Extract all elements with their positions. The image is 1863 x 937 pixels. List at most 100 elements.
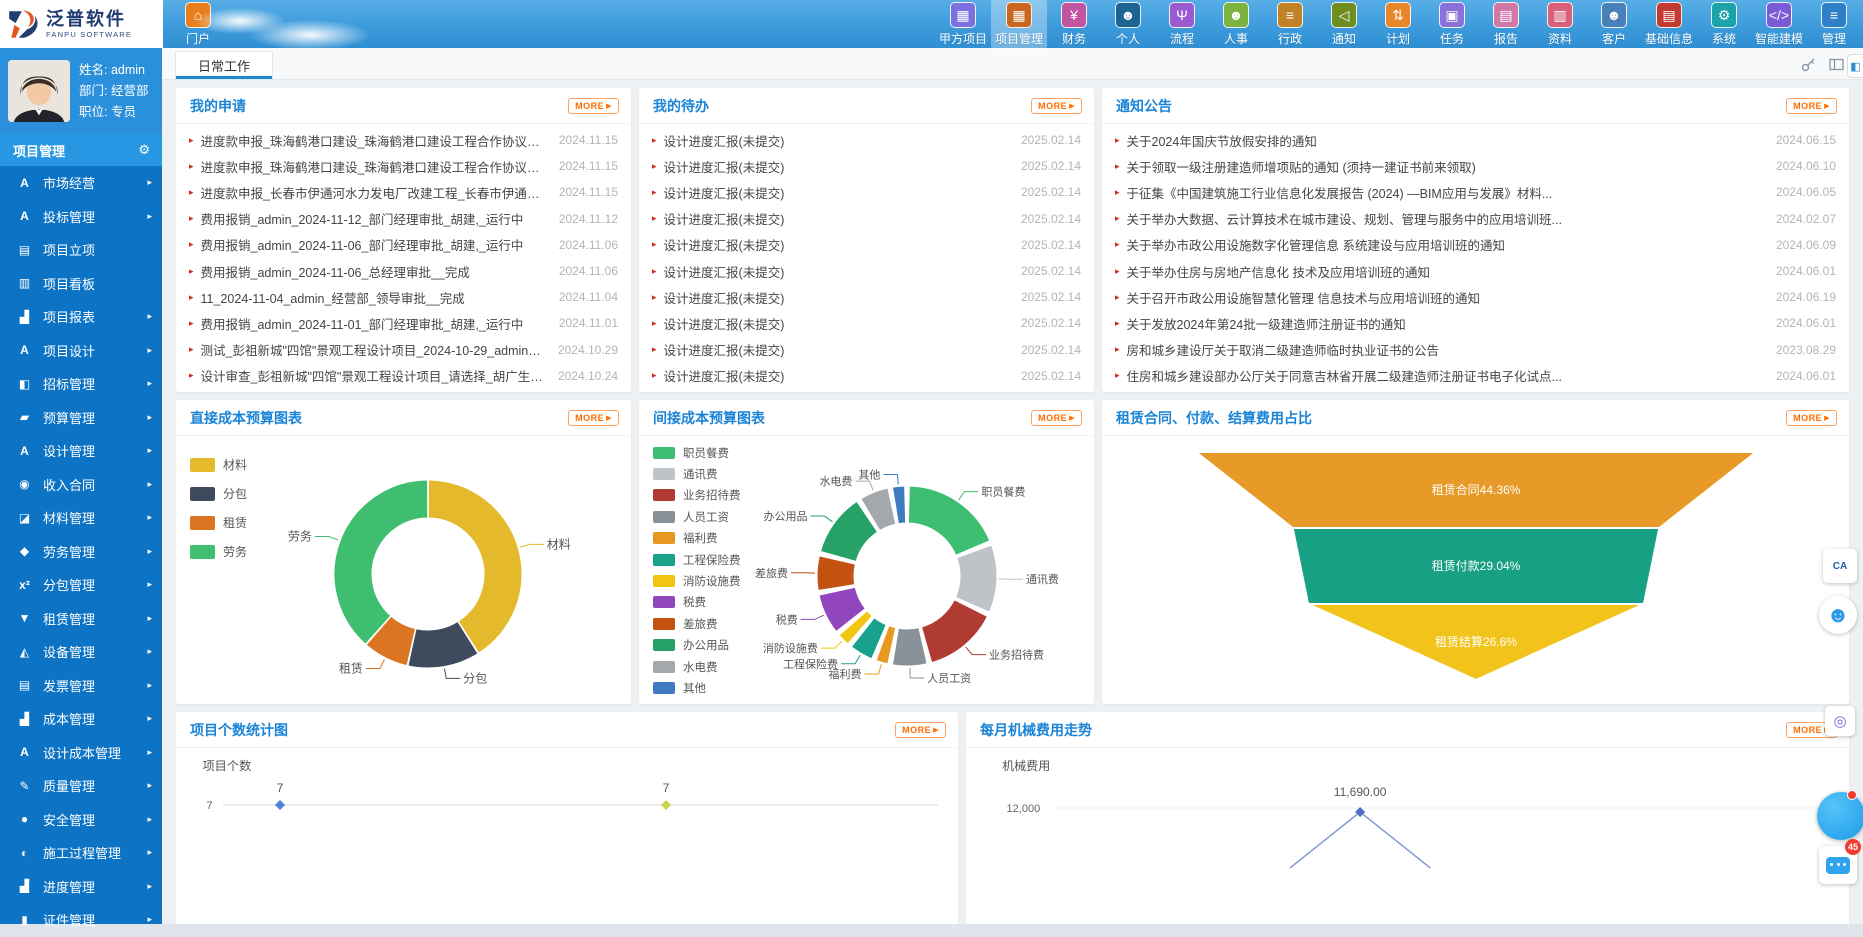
- nav-item-task[interactable]: ▣任务: [1425, 0, 1479, 49]
- legend-item-人员工资[interactable]: 人员工资: [653, 506, 741, 527]
- gear-icon[interactable]: ⚙: [138, 142, 150, 158]
- list-item[interactable]: ▸进度款申报_珠海鹤港口建设_珠海鹤港口建设工程合作协议书_admin_...2…: [176, 157, 631, 176]
- legend-item-消防设施费[interactable]: 消防设施费: [653, 570, 741, 591]
- list-item[interactable]: ▸费用报销_admin_2024-11-12_部门经理审批_胡建,_运行中202…: [176, 209, 631, 228]
- sidebar-item-进度管理[interactable]: ▟进度管理▸: [0, 870, 162, 904]
- data-point-marker[interactable]: [661, 800, 671, 810]
- nav-item-workflow[interactable]: Ψ流程: [1155, 0, 1209, 49]
- legend-item-税费[interactable]: 税费: [653, 592, 741, 613]
- list-item[interactable]: ▸进度款申报_珠海鹤港口建设_珠海鹤港口建设工程合作协议书_admin_...2…: [176, 131, 631, 150]
- donut-slice-业务招待费[interactable]: [922, 600, 988, 663]
- nav-item-modeling[interactable]: </>智能建模: [1751, 0, 1807, 49]
- sidebar-item-发票管理[interactable]: ▤发票管理▸: [0, 669, 162, 703]
- ca-certificate-widget[interactable]: CA: [1823, 549, 1857, 583]
- legend-item-福利费[interactable]: 福利费: [653, 528, 741, 549]
- list-item[interactable]: ▸设计进度汇报(未提交)2025.02.14: [639, 340, 1094, 359]
- list-item[interactable]: ▸设计审查_彭祖新城"四馆"景观工程设计项目_请选择_胡广生_2024-10-2…: [176, 366, 631, 385]
- legend-item-材料[interactable]: 材料: [190, 450, 247, 479]
- donut-slice-职员餐费[interactable]: [908, 486, 989, 555]
- sidebar-item-项目设计[interactable]: A项目设计▸: [0, 334, 162, 368]
- legend-item-差旅费[interactable]: 差旅费: [653, 613, 741, 634]
- sidebar-item-分包管理[interactable]: x²分包管理▸: [0, 568, 162, 602]
- sidebar-item-施工过程管理[interactable]: ◐施工过程管理▸: [0, 836, 162, 870]
- list-item[interactable]: ▸设计进度汇报(未提交)2025.02.14: [639, 235, 1094, 254]
- sidebar-item-劳务管理[interactable]: ◆劳务管理▸: [0, 535, 162, 569]
- list-item[interactable]: ▸设计进度汇报(未提交)2025.02.14: [639, 183, 1094, 202]
- list-item[interactable]: ▸关于2024年国庆节放假安排的通知2024.06.15: [1102, 131, 1849, 150]
- more-button[interactable]: MORE▶: [895, 722, 946, 738]
- donut-slice-通讯费[interactable]: [956, 545, 997, 612]
- more-button[interactable]: MORE▶: [568, 98, 619, 114]
- list-item[interactable]: ▸11_2024-11-04_admin_经营部_领导审批__完成2024.11…: [176, 288, 631, 307]
- legend-item-劳务[interactable]: 劳务: [190, 537, 247, 566]
- list-item[interactable]: ▸费用报销_admin_2024-11-06_部门经理审批_胡建,_运行中202…: [176, 235, 631, 254]
- list-item[interactable]: ▸设计进度汇报(未提交)2025.02.14: [639, 209, 1094, 228]
- list-item[interactable]: ▸进度款申报_长春市伊通河水力发电厂改建工程_长春市伊通河水力发电...2024…: [176, 183, 631, 202]
- more-button[interactable]: MORE▶: [1786, 410, 1837, 426]
- nav-item-plan[interactable]: ⇅计划: [1371, 0, 1425, 49]
- sidebar-item-收入合同[interactable]: ◉收入合同▸: [0, 468, 162, 502]
- legend-item-其他[interactable]: 其他: [653, 677, 741, 698]
- live-chat-button[interactable]: [1817, 792, 1863, 840]
- assistant-widget-icon[interactable]: ◎: [1825, 706, 1855, 736]
- list-item[interactable]: ▸房和城乡建设厅关于取消二级建造师临时执业证书的公告2023.08.29: [1102, 340, 1849, 359]
- legend-item-分包[interactable]: 分包: [190, 479, 247, 508]
- list-item[interactable]: ▸关于发放2024年第24批一级建造师注册证书的通知2024.06.01: [1102, 314, 1849, 333]
- sidebar-item-市场经营[interactable]: A市场经营▸: [0, 166, 162, 200]
- legend-item-办公用品[interactable]: 办公用品: [653, 635, 741, 656]
- donut-slice-差旅费[interactable]: [817, 556, 855, 591]
- list-item[interactable]: ▸关于召开市政公用设施智慧化管理 信息技术与应用培训班的通知2024.06.19: [1102, 288, 1849, 307]
- list-item[interactable]: ▸关于举办市政公用设施数字化管理信息 系统建设与应用培训班的通知2024.06.…: [1102, 235, 1849, 254]
- sidebar-item-材料管理[interactable]: ◪材料管理▸: [0, 501, 162, 535]
- list-item[interactable]: ▸设计进度汇报(未提交)2025.02.14: [639, 262, 1094, 281]
- tab-daily-work[interactable]: 日常工作: [175, 51, 273, 79]
- list-item[interactable]: ▸设计进度汇报(未提交)2025.02.14: [639, 131, 1094, 150]
- customer-service-avatar[interactable]: ☻: [1819, 596, 1857, 634]
- key-icon[interactable]: [1799, 55, 1817, 73]
- sidebar-item-租赁管理[interactable]: ▼租赁管理▸: [0, 602, 162, 636]
- donut-slice-人员工资[interactable]: [892, 628, 927, 666]
- list-item[interactable]: ▸设计进度汇报(未提交)2025.02.14: [639, 366, 1094, 385]
- list-item[interactable]: ▸费用报销_admin_2024-11-06_总经理审批__完成2024.11.…: [176, 262, 631, 281]
- nav-item-project-management[interactable]: ▦项目管理: [991, 0, 1047, 49]
- legend-item-业务招待费[interactable]: 业务招待费: [653, 485, 741, 506]
- list-item[interactable]: ▸设计进度汇报(未提交)2025.02.14: [639, 288, 1094, 307]
- legend-item-租赁[interactable]: 租赁: [190, 508, 247, 537]
- list-item[interactable]: ▸关于领取一级注册建造师增项贴的通知 (须持一建证书前来领取)2024.06.1…: [1102, 157, 1849, 176]
- nav-item-personal[interactable]: ☻个人: [1101, 0, 1155, 49]
- nav-item-administration[interactable]: ≡行政: [1263, 0, 1317, 49]
- layout-toggle-icon[interactable]: [1827, 55, 1845, 73]
- more-button[interactable]: MORE▶: [568, 410, 619, 426]
- list-item[interactable]: ▸测试_彭祖新城"四馆"景观工程设计项目_2024-10-29_admin_结束…: [176, 340, 631, 359]
- sidebar-item-项目立项[interactable]: ▤项目立项: [0, 233, 162, 267]
- sidebar-item-设计成本管理[interactable]: A设计成本管理▸: [0, 736, 162, 770]
- message-center-button[interactable]: 45: [1819, 846, 1857, 884]
- sidebar-item-投标管理[interactable]: A投标管理▸: [0, 200, 162, 234]
- sidebar-item-成本管理[interactable]: ▟成本管理▸: [0, 702, 162, 736]
- list-item[interactable]: ▸关于举办住房与房地产信息化 技术及应用培训班的通知2024.06.01: [1102, 262, 1849, 281]
- legend-item-工程保险费[interactable]: 工程保险费: [653, 549, 741, 570]
- list-item[interactable]: ▸设计进度汇报(未提交)2025.02.14: [639, 314, 1094, 333]
- nav-item-report[interactable]: ▤报告: [1479, 0, 1533, 49]
- nav-item-system[interactable]: ⚙系统: [1697, 0, 1751, 49]
- nav-item-notification[interactable]: ◁通知: [1317, 0, 1371, 49]
- sidebar-item-招标管理[interactable]: ◧招标管理▸: [0, 367, 162, 401]
- nav-item-management[interactable]: ≡管理: [1807, 0, 1861, 49]
- donut-slice-材料[interactable]: [428, 480, 522, 653]
- sidebar-item-质量管理[interactable]: ✎质量管理▸: [0, 769, 162, 803]
- list-item[interactable]: ▸费用报销_admin_2024-11-01_部门经理审批_胡建,_运行中202…: [176, 314, 631, 333]
- list-item[interactable]: ▸住房和城乡建设部办公厅关于同意吉林省开展二级建造师注册证书电子化试点...20…: [1102, 366, 1849, 385]
- donut-slice-劳务[interactable]: [334, 480, 428, 644]
- sidebar-item-项目报表[interactable]: ▟项目报表▸: [0, 300, 162, 334]
- list-item[interactable]: ▸关于举办大数据、云计算技术在城市建设、规划、管理与服务中的应用培训班...20…: [1102, 209, 1849, 228]
- sidebar-item-预算管理[interactable]: ▰预算管理▸: [0, 401, 162, 435]
- edge-panel-widget[interactable]: ◧: [1847, 54, 1863, 78]
- more-button[interactable]: MORE▶: [1031, 98, 1082, 114]
- sidebar-item-设计管理[interactable]: A设计管理▸: [0, 434, 162, 468]
- sidebar-item-证件管理[interactable]: ▮证件管理▸: [0, 903, 162, 937]
- data-point-marker[interactable]: [275, 800, 285, 810]
- sidebar-item-项目看板[interactable]: ▥项目看板: [0, 267, 162, 301]
- legend-item-水电费[interactable]: 水电费: [653, 656, 741, 677]
- list-item[interactable]: ▸于征集《中国建筑施工行业信息化发展报告 (2024) —BIM应用与发展》材料…: [1102, 183, 1849, 202]
- list-item[interactable]: ▸设计进度汇报(未提交)2025.02.14: [639, 157, 1094, 176]
